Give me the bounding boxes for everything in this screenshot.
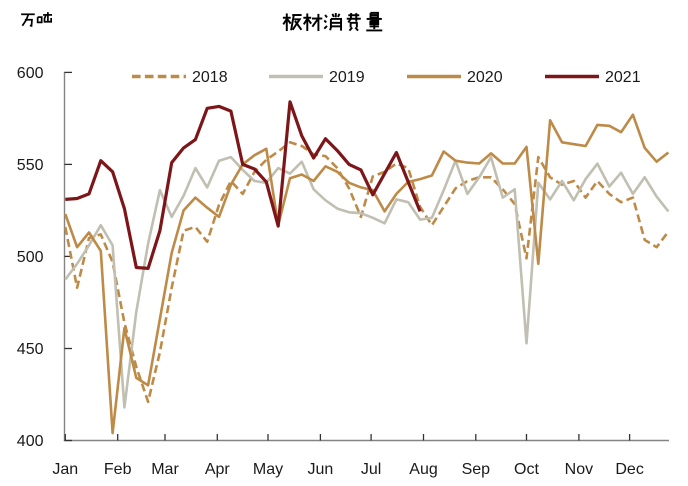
svg-text:Feb: Feb (104, 461, 132, 478)
svg-text:600: 600 (17, 65, 44, 82)
svg-text:Apr: Apr (205, 461, 231, 478)
svg-text:Jan: Jan (52, 461, 78, 478)
svg-text:Oct: Oct (514, 461, 539, 478)
svg-text:400: 400 (17, 433, 44, 450)
svg-text:Aug: Aug (409, 461, 437, 478)
svg-text:Nov: Nov (565, 461, 593, 478)
svg-text:2020: 2020 (467, 69, 503, 86)
svg-text:Dec: Dec (615, 461, 643, 478)
svg-text:Sep: Sep (462, 461, 491, 478)
svg-text:450: 450 (17, 341, 44, 358)
svg-text:Jul: Jul (361, 461, 381, 478)
svg-text:2019: 2019 (329, 69, 365, 86)
svg-text:550: 550 (17, 157, 44, 174)
svg-text:May: May (253, 461, 283, 478)
svg-text:500: 500 (17, 249, 44, 266)
svg-text:Jun: Jun (308, 461, 334, 478)
svg-text:Mar: Mar (151, 461, 179, 478)
svg-text:2018: 2018 (192, 69, 228, 86)
svg-text:2021: 2021 (605, 69, 641, 86)
